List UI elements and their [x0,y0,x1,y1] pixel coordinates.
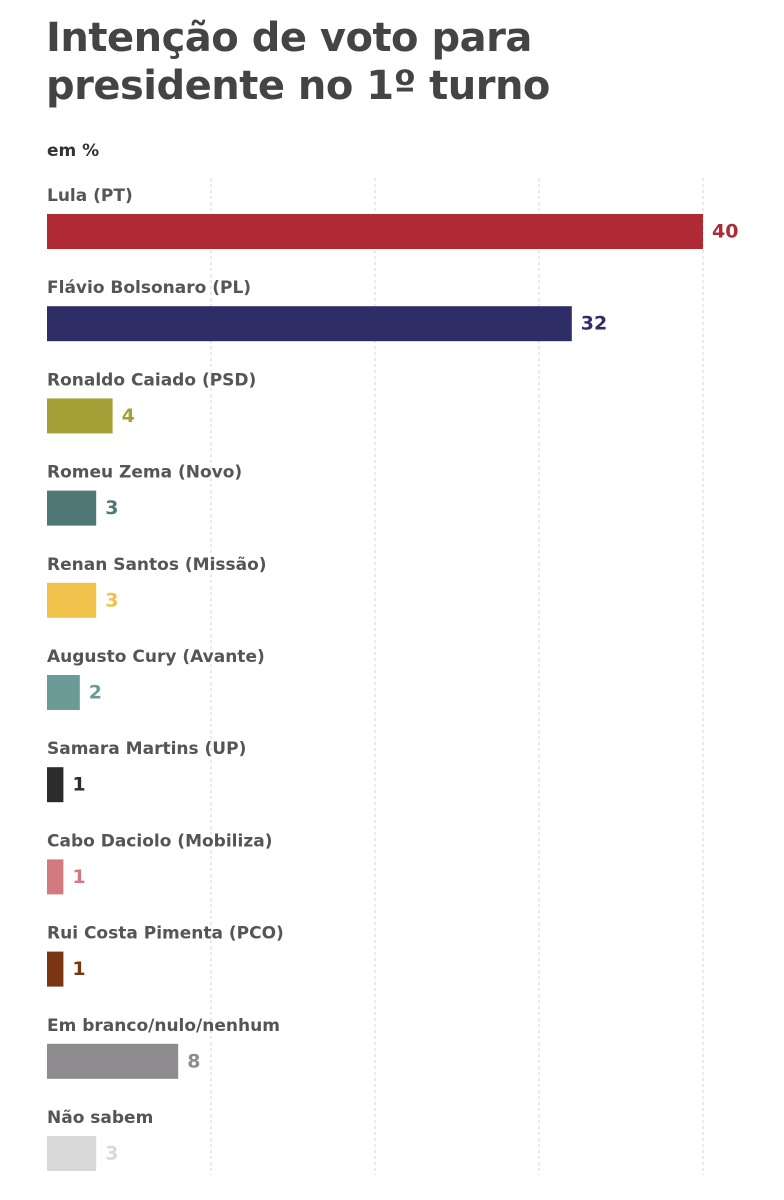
category-label: Ronaldo Caiado (PSD) [47,370,256,390]
bar [47,306,572,342]
bar [47,951,64,987]
category-label: Augusto Cury (Avante) [47,647,265,667]
bar [47,214,703,249]
value-label: 1 [72,774,85,796]
value-label: 1 [72,958,85,980]
value-label: 4 [122,405,135,427]
category-label: Renan Santos (Missão) [47,555,267,575]
bar [47,1136,97,1171]
category-label: Lula (PT) [47,186,133,206]
value-label: 3 [105,589,118,611]
bar [47,582,97,618]
bar [47,767,64,803]
value-label: 3 [105,497,118,519]
chart-title: Intenção de voto para presidente no 1º t… [46,15,550,109]
category-label: Samara Martins (UP) [47,739,246,759]
bar [47,859,64,895]
value-label: 32 [581,313,607,335]
category-label: Rui Costa Pimenta (PCO) [47,924,284,944]
value-label: 3 [105,1143,118,1165]
chart-subtitle: em % [47,141,100,161]
category-label: Cabo Daciolo (Mobiliza) [47,831,272,851]
category-label: Romeu Zema (Novo) [47,463,242,483]
value-label: 2 [89,682,102,704]
bar [47,1043,179,1079]
value-label: 8 [187,1050,200,1072]
bar [47,398,113,434]
category-label: Em branco/nulo/nenhum [47,1016,280,1036]
category-label: Não sabem [47,1108,153,1128]
value-label: 40 [712,221,738,243]
bar [47,675,80,710]
value-label: 1 [72,866,85,888]
category-label: Flávio Bolsonaro (PL) [47,278,251,298]
bar [47,490,97,526]
